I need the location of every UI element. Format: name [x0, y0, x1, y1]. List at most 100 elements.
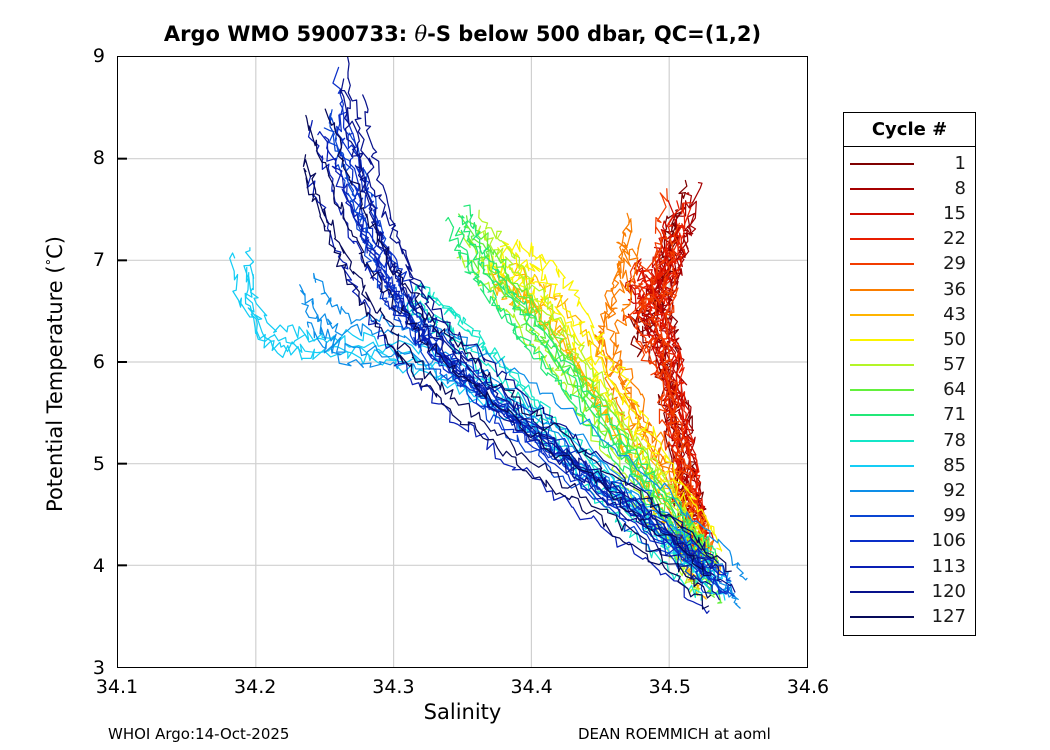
y-axis-label: Potential Temperature (°C) — [43, 164, 67, 584]
data-series-line — [457, 215, 715, 563]
data-series-line — [465, 215, 715, 569]
legend-color-swatch — [850, 464, 914, 467]
legend-item[interactable]: 85 — [844, 453, 975, 478]
data-series-line — [302, 154, 712, 599]
legend-color-swatch — [850, 364, 914, 367]
legend-item-label: 106 — [931, 530, 966, 552]
data-series-line — [463, 204, 720, 564]
legend-item-label: 43 — [943, 303, 966, 325]
footer-right-text: DEAN ROEMMICH at aoml — [578, 725, 771, 743]
legend-item[interactable]: 78 — [844, 428, 975, 453]
data-series-line — [445, 216, 701, 563]
data-series-line — [303, 167, 710, 610]
legend-item[interactable]: 1 — [844, 151, 975, 176]
data-series-line — [499, 239, 723, 552]
legend-item-label: 85 — [943, 454, 966, 476]
y-tick-label: 4 — [92, 555, 105, 577]
legend-item[interactable]: 36 — [844, 277, 975, 302]
data-series-line — [244, 266, 726, 601]
y-tick-label: 5 — [92, 453, 105, 475]
y-tick-label: 6 — [92, 351, 105, 373]
legend-item-label: 8 — [954, 177, 966, 199]
legend-color-swatch — [850, 389, 914, 392]
y-axis-label-post: C) — [43, 236, 67, 259]
legend-item[interactable]: 113 — [844, 554, 975, 579]
legend-item-label: 50 — [943, 328, 966, 350]
legend-color-swatch — [850, 263, 914, 266]
legend-color-swatch — [850, 212, 914, 215]
legend-color-swatch — [850, 439, 914, 442]
legend-color-swatch — [850, 515, 914, 518]
legend-item[interactable]: 29 — [844, 252, 975, 277]
data-series-line — [244, 247, 728, 580]
legend-item[interactable]: 71 — [844, 403, 975, 428]
legend-item-label: 78 — [943, 429, 966, 451]
legend-color-swatch — [850, 540, 914, 543]
legend-color-swatch — [850, 490, 914, 493]
legend-item-label: 127 — [931, 605, 966, 627]
legend-color-swatch — [850, 162, 914, 165]
y-tick-label: 8 — [92, 147, 105, 169]
legend-items: 1 8 15 22 29 36 43 50 57 64 71 78 85 92 99 106 113 120 127 — [844, 147, 975, 635]
chart-title-prefix: Argo WMO 5900733: — [163, 22, 415, 46]
y-tick-label: 7 — [92, 249, 105, 271]
data-series-line — [646, 207, 708, 563]
legend-item-label: 92 — [943, 480, 966, 502]
legend-color-swatch — [850, 288, 914, 291]
data-series-line — [604, 218, 710, 532]
legend-color-swatch — [850, 313, 914, 316]
legend-item-label: 99 — [943, 505, 966, 527]
legend-item[interactable]: 50 — [844, 327, 975, 352]
y-tick-label: 9 — [92, 45, 105, 67]
legend-color-swatch — [850, 187, 914, 190]
x-tick-label: 34.1 — [95, 676, 139, 698]
data-series-line — [454, 227, 711, 566]
x-tick-label: 34.6 — [786, 676, 830, 698]
legend-item-label: 29 — [943, 253, 966, 275]
legend-item-label: 113 — [931, 555, 966, 577]
legend-item[interactable]: 127 — [844, 604, 975, 629]
legend-color-swatch — [850, 414, 914, 417]
theta-s-plot — [118, 57, 807, 667]
degree-symbol: ° — [45, 258, 60, 266]
x-tick-label: 34.4 — [510, 676, 553, 698]
gridlines — [118, 57, 807, 667]
legend-color-swatch — [850, 238, 914, 241]
data-series-line — [336, 113, 727, 595]
legend-color-swatch — [850, 615, 914, 618]
legend-item[interactable]: 64 — [844, 378, 975, 403]
x-tick-label: 34.3 — [372, 676, 415, 698]
legend-color-swatch — [850, 565, 914, 568]
chart-title-suffix: -S below 500 dbar, QC=(1,2) — [427, 22, 762, 46]
x-axis-label: Salinity — [423, 700, 502, 724]
legend-item[interactable]: 99 — [844, 504, 975, 529]
legend-item-label: 15 — [943, 202, 966, 224]
legend-color-swatch — [850, 338, 914, 341]
plot-area — [117, 56, 808, 668]
legend-item[interactable]: 92 — [844, 478, 975, 503]
legend-item[interactable]: 120 — [844, 579, 975, 604]
data-series-line — [313, 272, 748, 581]
x-tick-label: 34.2 — [234, 676, 277, 698]
data-series-line — [324, 108, 732, 573]
data-series-line — [362, 94, 736, 593]
y-axis-label-pre: Potential Temperature ( — [43, 265, 67, 512]
legend-item[interactable]: 15 — [844, 201, 975, 226]
data-series-line — [323, 127, 712, 594]
legend-item-label: 64 — [943, 379, 966, 401]
theta-symbol: θ — [414, 22, 428, 46]
legend-item[interactable]: 8 — [844, 176, 975, 201]
legend-item-label: 57 — [943, 354, 966, 376]
legend-panel: Cycle # 1 8 15 22 29 36 43 50 57 64 71 78 85 92 99 106 1… — [843, 112, 976, 636]
legend-item[interactable]: 57 — [844, 353, 975, 378]
legend-color-swatch — [850, 590, 914, 593]
legend-item[interactable]: 106 — [844, 529, 975, 554]
data-series-line — [339, 78, 715, 576]
legend-title: Cycle # — [844, 113, 975, 147]
x-tick-label: 34.5 — [648, 676, 691, 698]
data-series-line — [636, 214, 715, 547]
data-series-line — [317, 131, 722, 583]
legend-item[interactable]: 22 — [844, 227, 975, 252]
legend-item[interactable]: 43 — [844, 302, 975, 327]
